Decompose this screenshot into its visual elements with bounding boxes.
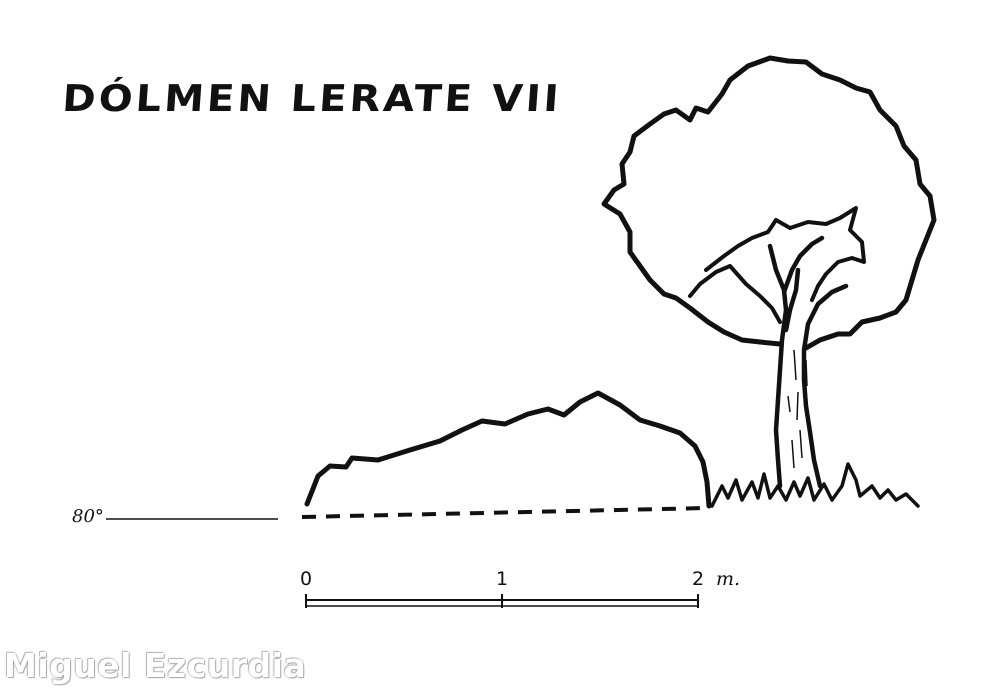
tree-trunk bbox=[767, 235, 849, 489]
scale-tick-0: 0 bbox=[300, 568, 313, 590]
trunk-bark-texture bbox=[787, 349, 808, 469]
tree-canopy bbox=[601, 55, 937, 351]
scale-tick-2: 2 bbox=[692, 568, 705, 590]
ground-dashed-line bbox=[301, 506, 709, 519]
elevation-label: 80° bbox=[72, 506, 104, 527]
dolmen-mound-profile bbox=[304, 390, 712, 509]
photographer-credit: Miguel Ezcurdia bbox=[4, 646, 307, 685]
page-title: DÓLMEN LERATE VII bbox=[61, 78, 563, 121]
scale-tick-1: 1 bbox=[496, 568, 509, 590]
scale-unit: m. bbox=[716, 568, 741, 590]
grass-tufts bbox=[710, 462, 920, 508]
tree-inner-foliage bbox=[688, 206, 866, 324]
scale-bar bbox=[305, 594, 699, 608]
